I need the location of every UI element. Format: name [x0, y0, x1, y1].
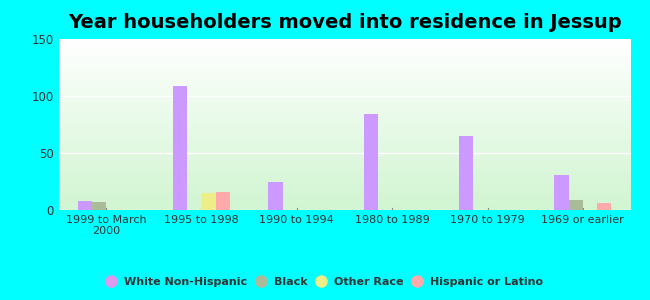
Bar: [363, 114, 378, 210]
Bar: [597, 203, 612, 210]
Bar: [459, 136, 473, 210]
Bar: [268, 182, 283, 210]
Bar: [77, 201, 92, 210]
Bar: [554, 175, 569, 210]
Bar: [92, 202, 106, 210]
Legend: White Non-Hispanic, Black, Other Race, Hispanic or Latino: White Non-Hispanic, Black, Other Race, H…: [102, 272, 548, 291]
Bar: [569, 200, 583, 210]
Bar: [173, 86, 187, 210]
Bar: [216, 192, 230, 210]
Title: Year householders moved into residence in Jessup: Year householders moved into residence i…: [68, 13, 621, 32]
Bar: [202, 193, 216, 210]
